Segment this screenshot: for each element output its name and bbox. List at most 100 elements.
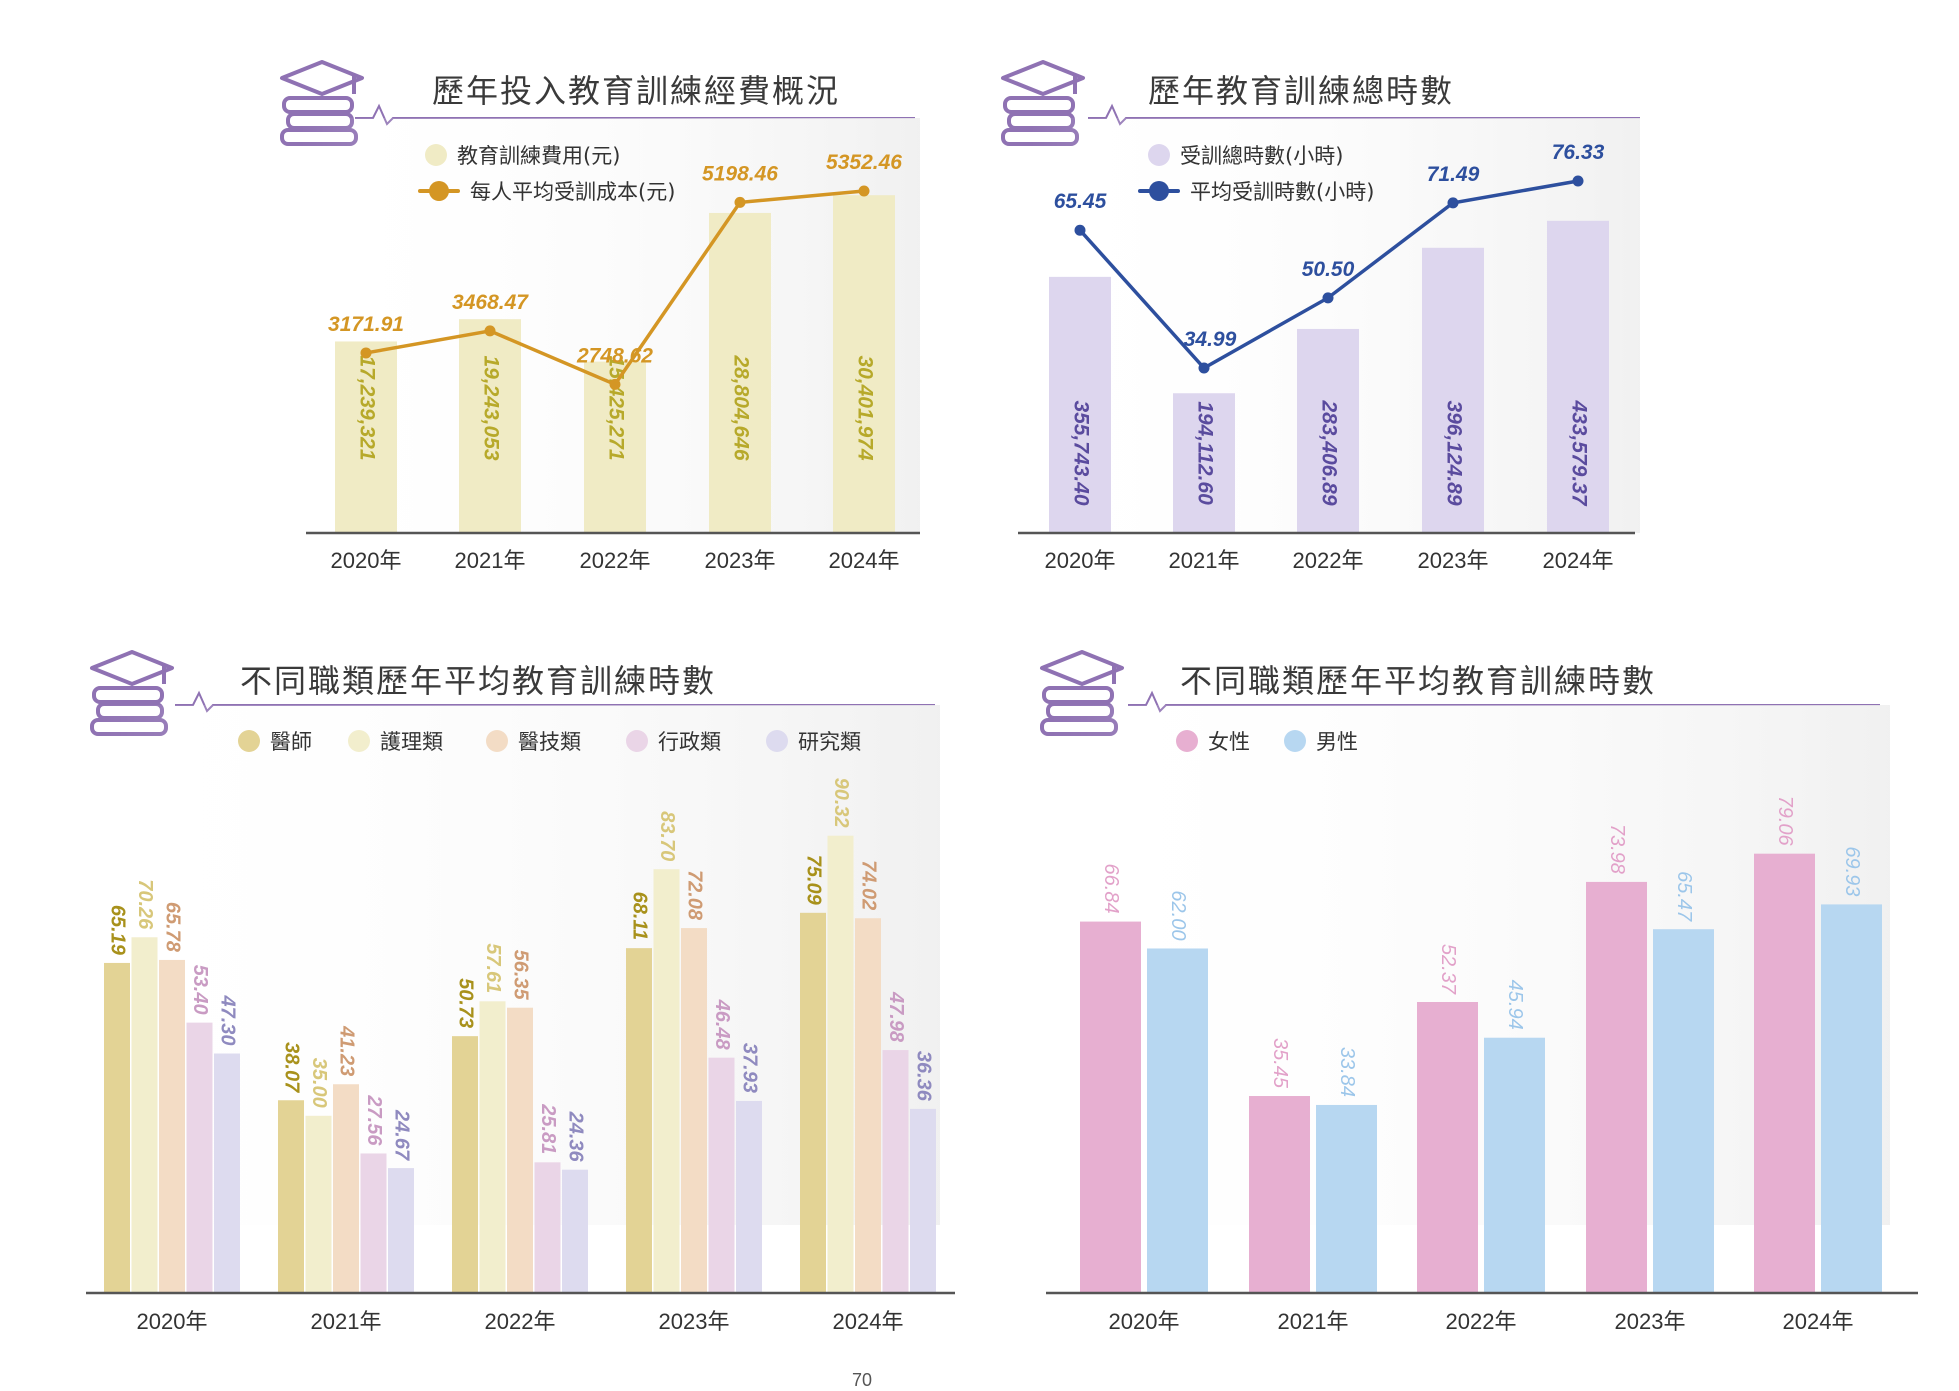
bar-value-label: 355,743.40 — [1069, 400, 1092, 505]
bar — [653, 869, 680, 1293]
bar-value-label: 83.70 — [656, 811, 678, 861]
legend-swatch — [1176, 730, 1198, 752]
bar — [1049, 276, 1111, 533]
bar — [626, 948, 652, 1293]
bar — [333, 1084, 359, 1293]
bar — [1147, 948, 1208, 1293]
bar-value-label: 47.30 — [217, 994, 239, 1045]
bar — [104, 962, 130, 1293]
legend-label: 教育訓練費用(元) — [457, 144, 621, 168]
legend-swatch — [1284, 730, 1306, 752]
bar-value-label: 62.00 — [1167, 890, 1189, 940]
x-tick-label: 2024年 — [1543, 548, 1614, 573]
bar — [1080, 921, 1141, 1293]
line-value-label: 65.45 — [1054, 190, 1107, 213]
bar — [736, 1100, 762, 1293]
line-point — [360, 347, 372, 359]
bar — [459, 319, 521, 533]
bar — [1484, 1037, 1545, 1293]
legend-label: 行政類 — [658, 730, 721, 754]
legend-label: 男性 — [1316, 730, 1358, 754]
bar — [855, 918, 881, 1293]
line-point — [484, 325, 496, 337]
bar — [833, 195, 895, 533]
legend-item-female: 女性 — [1176, 726, 1250, 756]
legend-swatch — [418, 180, 460, 202]
bar-value-label: 70.26 — [134, 879, 156, 930]
bar — [131, 937, 158, 1293]
bar — [827, 835, 854, 1293]
page-number: 70 — [852, 1370, 873, 1390]
bar-value-label: 33.84 — [1336, 1047, 1358, 1097]
line-point — [1198, 362, 1210, 374]
bar-value-label: 396,124.89 — [1442, 400, 1465, 505]
bar-value-label: 36.36 — [913, 1051, 935, 1102]
bar — [186, 1022, 213, 1293]
bar-value-label: 72.08 — [684, 870, 706, 921]
x-tick-label: 2020年 — [137, 1309, 208, 1334]
bar — [214, 1053, 240, 1293]
bar-value-label: 35.00 — [308, 1058, 330, 1108]
bar-value-label: 46.48 — [711, 999, 733, 1051]
legend-item-research: 研究類 — [766, 726, 861, 756]
x-tick-label: 2023年 — [1615, 1309, 1686, 1334]
bar-value-label: 65.47 — [1673, 871, 1695, 922]
bar-value-label: 53.40 — [189, 965, 211, 1015]
chart-hours-by-occupation: 65.19 70.26 65.78 53.40 47.30 2020年 38.07 35.00… — [0, 600, 980, 1360]
bar — [335, 341, 397, 533]
bar — [388, 1168, 414, 1293]
bar — [910, 1108, 936, 1293]
bar — [1417, 1001, 1478, 1293]
legend-item-male: 男性 — [1284, 726, 1358, 756]
x-tick-label: 2023年 — [659, 1309, 730, 1334]
x-tick-label: 2024年 — [833, 1309, 904, 1334]
bar — [1821, 904, 1882, 1293]
legend-item-avg-cost: 每人平均受訓成本(元) — [418, 176, 675, 206]
bar — [584, 361, 646, 533]
legend-swatch — [348, 730, 370, 752]
legend-swatch — [766, 730, 788, 752]
x-tick-label: 2023年 — [1418, 548, 1489, 573]
line-value-label: 50.50 — [1302, 258, 1355, 281]
legend-swatch — [238, 730, 260, 752]
x-tick-label: 2022年 — [485, 1309, 556, 1334]
bar-value-label: 30,401,974 — [853, 355, 876, 460]
bar — [1754, 853, 1815, 1293]
legend-label: 醫技類 — [518, 730, 581, 754]
bar-value-label: 74.02 — [858, 860, 880, 910]
chart-hours-by-gender: 66.84 62.00 2020年 35.45 33.84 2021年 52.37 45.94… — [0, 600, 1959, 1360]
bar-value-label: 35.45 — [1269, 1038, 1291, 1089]
bar-value-label: 37.93 — [739, 1043, 761, 1093]
chart-title: 不同職類歷年平均教育訓練時數 — [1180, 662, 1657, 700]
line-value-label: 34.99 — [1184, 328, 1237, 351]
chart-title: 歷年投入教育訓練經費概況 — [432, 72, 841, 110]
line-value-label: 3171.91 — [328, 313, 404, 336]
x-tick-label: 2021年 — [1278, 1309, 1349, 1334]
bar-value-label: 75.09 — [803, 855, 825, 906]
bar — [1422, 247, 1484, 533]
line-value-label: 3468.47 — [452, 291, 529, 314]
bar-value-label: 65.19 — [107, 905, 129, 956]
x-tick-label: 2020年 — [1109, 1309, 1180, 1334]
chart-title: 歷年教育訓練總時數 — [1148, 72, 1455, 110]
chart-canvas: 355,743.40 194,112.60 283,406.89 396,124.89… — [1001, 60, 1640, 573]
legend-item-budget: 教育訓練費用(元) — [425, 140, 620, 170]
bar — [159, 959, 185, 1293]
bar-value-label: 47.98 — [885, 991, 907, 1043]
bar — [1297, 328, 1359, 533]
bar-value-label: 25.81 — [537, 1103, 559, 1154]
legend-label: 受訓總時數(小時) — [1180, 144, 1344, 168]
line-point — [609, 378, 621, 390]
bar-value-label: 41.23 — [336, 1025, 358, 1076]
bar — [882, 1050, 909, 1293]
bar — [708, 1057, 735, 1293]
legend-item-doctor: 醫師 — [238, 726, 312, 756]
bar-value-label: 57.61 — [482, 943, 504, 993]
line-value-label: 5198.46 — [702, 162, 778, 185]
bar — [709, 212, 771, 534]
bar — [1249, 1096, 1310, 1293]
chart-training-hours: 355,743.40 194,112.60 283,406.89 396,124.89… — [0, 0, 1959, 600]
bar-value-label: 79.06 — [1774, 796, 1796, 847]
bar — [534, 1162, 561, 1293]
